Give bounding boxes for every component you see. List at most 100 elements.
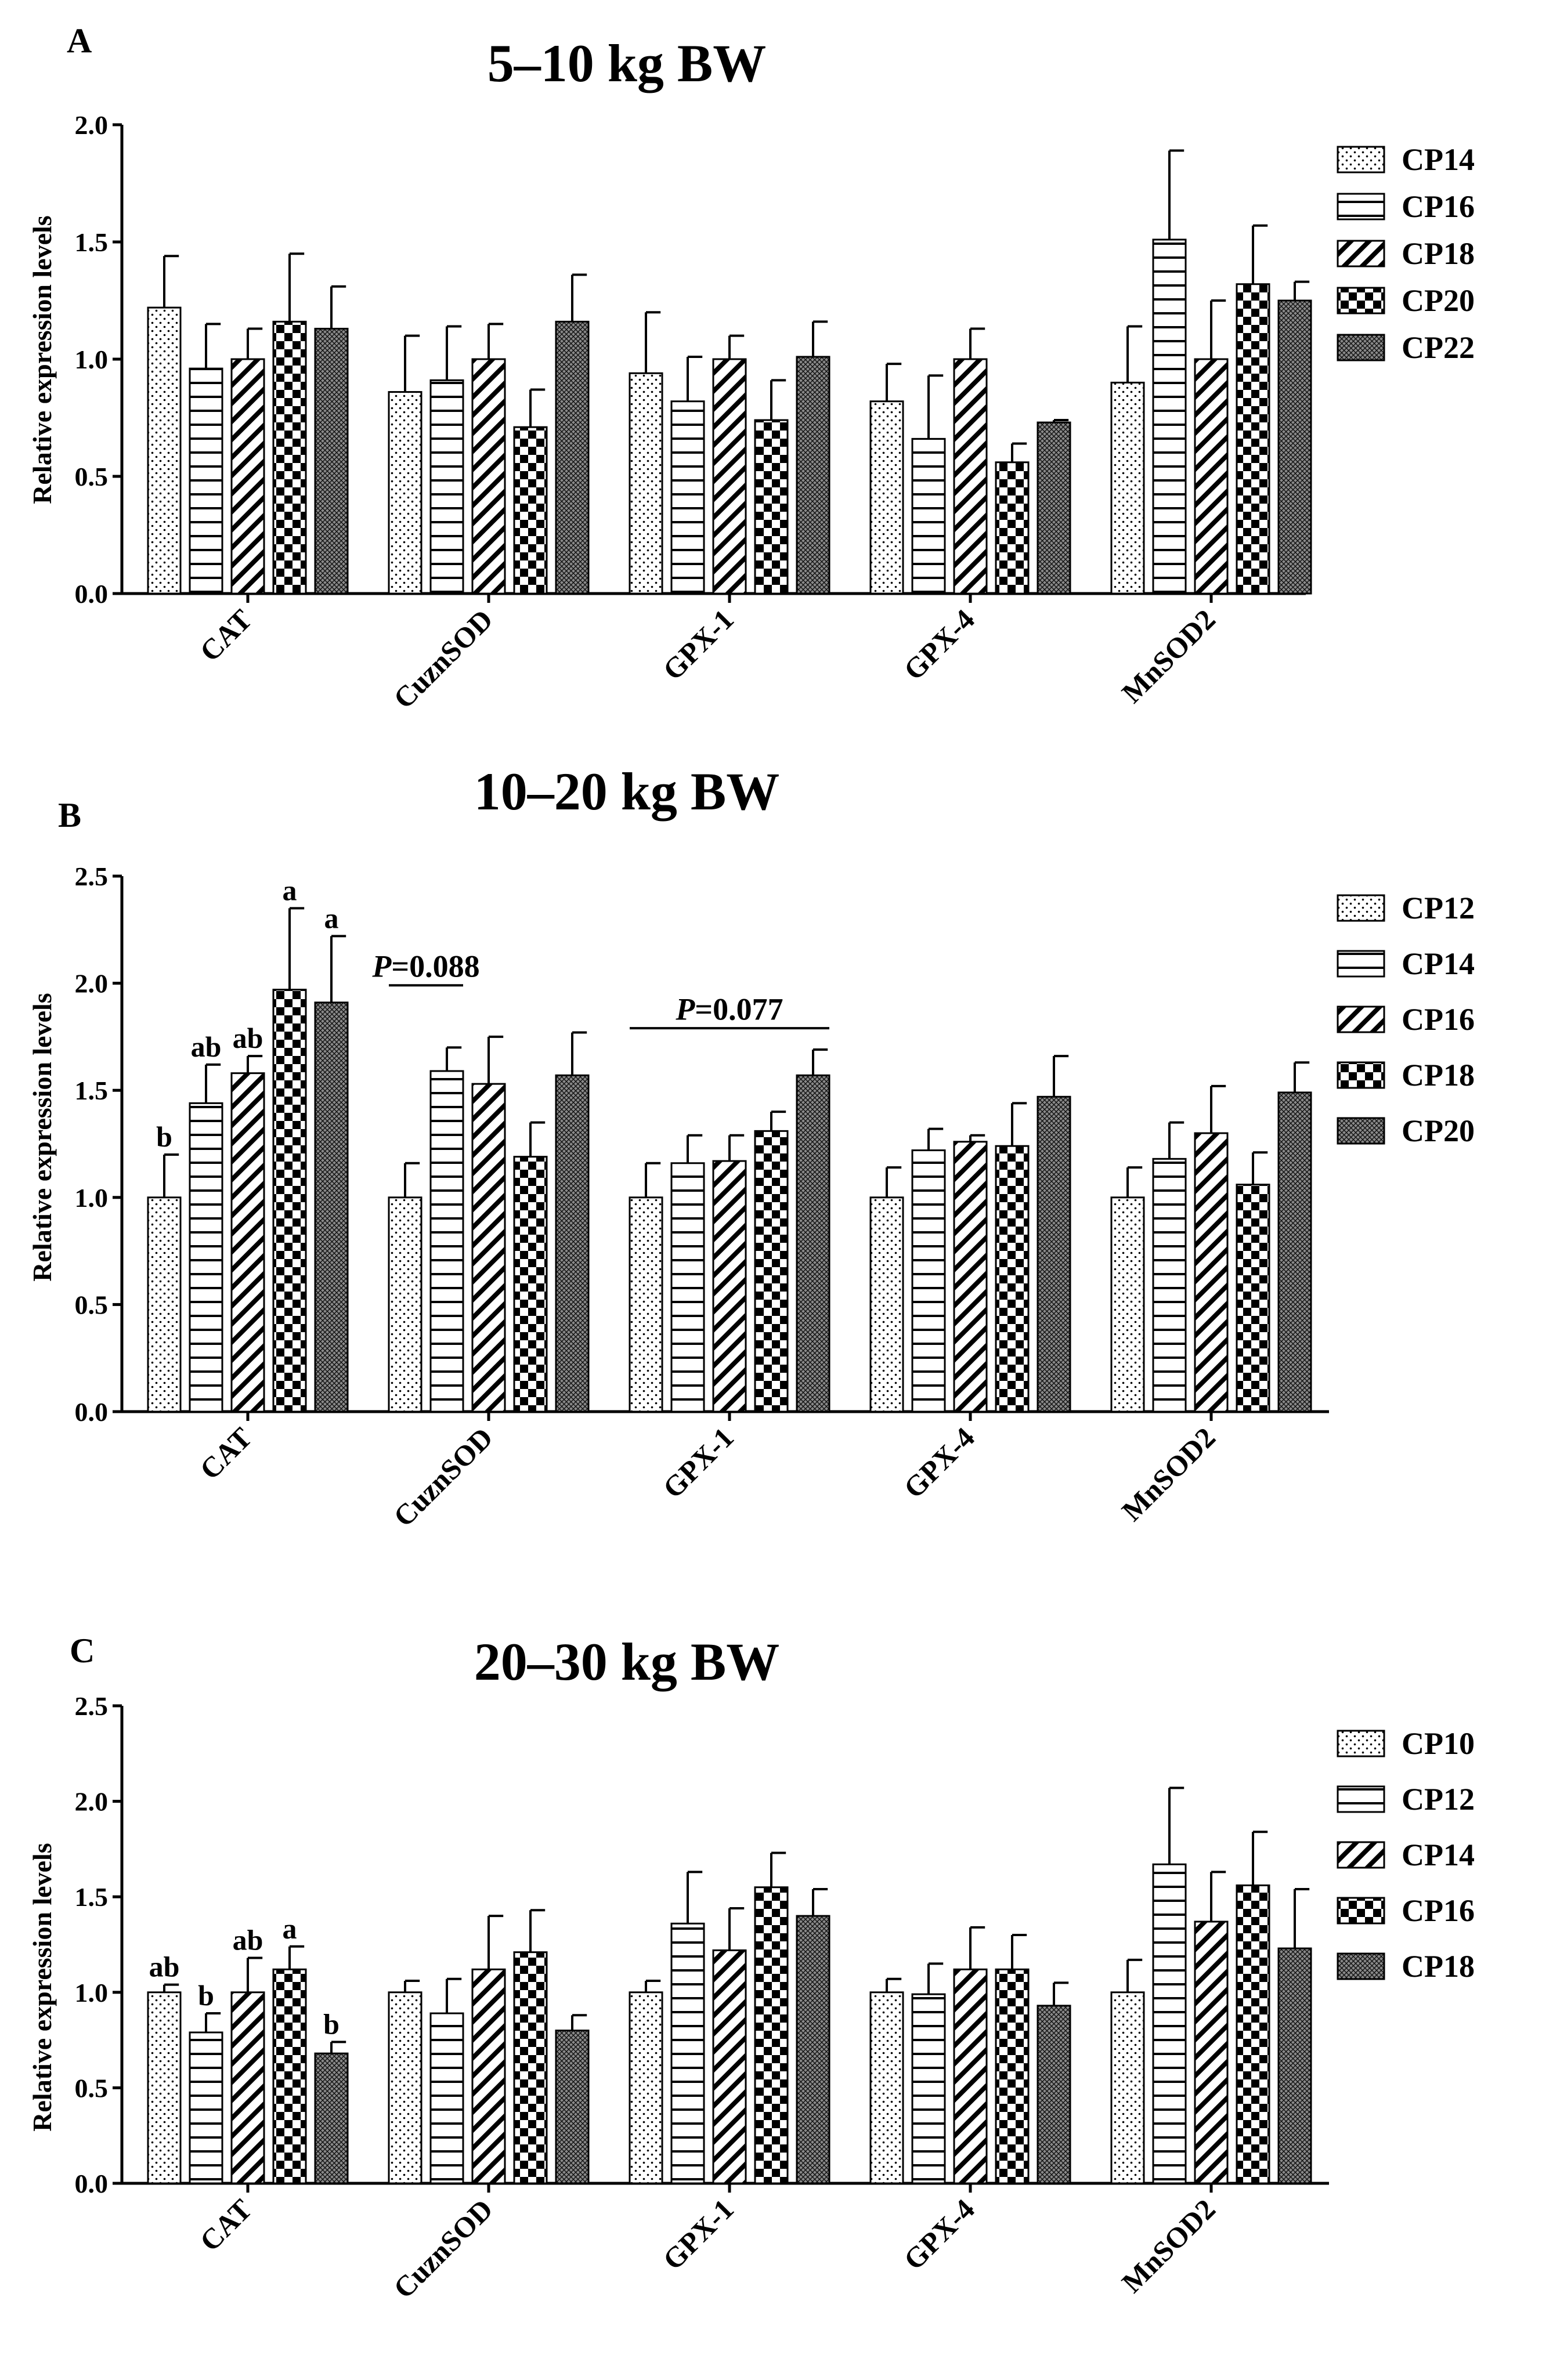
- x-tick-label: MnSOD2: [1115, 603, 1222, 709]
- y-axis-label: Relative expression levels: [27, 993, 57, 1281]
- bar: [429, 1070, 464, 1413]
- bar: [555, 320, 590, 595]
- bar: [629, 1196, 663, 1413]
- chart-title: 20–30 kg BW: [474, 1632, 780, 1691]
- bar: [953, 358, 988, 595]
- significance-label: ab: [233, 1924, 263, 1956]
- y-tick-label: 1.0: [75, 345, 109, 374]
- bar: [953, 1141, 988, 1413]
- bar: [1194, 1920, 1229, 2184]
- y-tick-label: 0.5: [75, 1290, 109, 1319]
- legend-swatch: [1337, 287, 1385, 314]
- bar: [1236, 1884, 1270, 2184]
- legend-label: CP14: [1402, 142, 1475, 177]
- bar: [1152, 1863, 1187, 2184]
- bar: [869, 400, 904, 595]
- y-tick-label: 2.0: [75, 110, 109, 140]
- x-tick-label: MnSOD2: [1115, 2193, 1222, 2299]
- bar: [1152, 238, 1187, 595]
- bar: [1037, 2005, 1071, 2184]
- significance-label: ab: [233, 1022, 263, 1054]
- legend-swatch: [1337, 1730, 1385, 1757]
- y-axis-label: Relative expression levels: [27, 1843, 57, 2131]
- bar: [796, 1074, 830, 1413]
- bar: [272, 1968, 307, 2184]
- chart-marks: 0.0 0.5 1.0 1.5 2.0 CAT CuznSOD GPX-1 GPX-4 MnSOD…: [75, 110, 1312, 715]
- bar: [388, 1196, 422, 1413]
- panel-c: C 20–30 kg BW Relative expression levels…: [27, 1632, 1475, 2305]
- significance-label: b: [198, 1979, 214, 2012]
- legend-swatch: [1337, 1952, 1385, 1980]
- bar: [629, 372, 663, 595]
- y-tick-label: 0.0: [75, 579, 109, 609]
- legend-swatch: [1337, 894, 1385, 922]
- bar: [471, 358, 506, 595]
- bar: [230, 1072, 265, 1413]
- x-tick-label: MnSOD2: [1115, 1421, 1222, 1527]
- bar: [555, 2030, 590, 2184]
- bar: [712, 358, 747, 595]
- bar: [670, 1922, 705, 2184]
- bar: [230, 1991, 265, 2184]
- x-tick-label: CuznSOD: [387, 603, 499, 715]
- bar: [754, 1130, 789, 1413]
- panel-letter: C: [70, 1632, 95, 1670]
- legend-swatch: [1337, 1841, 1385, 1869]
- legend-label: CP22: [1402, 330, 1475, 365]
- bar: [189, 2031, 223, 2184]
- bar: [911, 1993, 946, 2184]
- x-tick-label: GPX-1: [656, 2193, 740, 2276]
- panel-a: A 5–10 kg BW Relative expression levels …: [27, 21, 1475, 715]
- legend-label: CP18: [1402, 1949, 1475, 1984]
- legend-swatch: [1337, 1061, 1385, 1089]
- bar: [429, 379, 464, 595]
- bar: [1110, 381, 1145, 595]
- bar: [1110, 1991, 1145, 2184]
- panel-letter: B: [58, 796, 81, 834]
- y-tick-label: 2.0: [75, 1787, 109, 1817]
- significance-label: ab: [149, 1951, 180, 1983]
- bar: [388, 391, 422, 595]
- bar: [712, 1949, 747, 2184]
- legend-swatch: [1337, 334, 1385, 361]
- legend-label: CP12: [1402, 1782, 1475, 1817]
- bar: [670, 1162, 705, 1413]
- legend: CP10 CP12 CP14 CP16 CP18: [1337, 1726, 1475, 1984]
- legend-label: CP10: [1402, 1726, 1475, 1761]
- legend-label: CP18: [1402, 1058, 1475, 1093]
- bar: [796, 1915, 830, 2184]
- bar: [629, 1991, 663, 2184]
- legend-swatch: [1337, 146, 1385, 173]
- bar: [670, 400, 705, 595]
- bar: [911, 1149, 946, 1413]
- bar: [712, 1160, 747, 1413]
- significance-label: a: [283, 874, 297, 906]
- x-tick-label: CuznSOD: [387, 1421, 499, 1533]
- legend: CP12 CP14 CP16 CP18 CP20: [1337, 891, 1475, 1148]
- legend-swatch: [1337, 1897, 1385, 1925]
- legend-label: CP14: [1402, 946, 1475, 981]
- y-tick-label: 1.5: [75, 227, 109, 257]
- panel-b: B 10–20 kg BW Relative expression levels…: [27, 762, 1475, 1533]
- bar: [555, 1074, 590, 1413]
- legend-swatch: [1337, 1005, 1385, 1033]
- bar: [1037, 1095, 1071, 1413]
- bar: [513, 426, 548, 595]
- significance-label: a: [283, 1912, 297, 1945]
- bar: [796, 356, 830, 595]
- bar: [1194, 1132, 1229, 1413]
- bar: [869, 1991, 904, 2184]
- bar: [1110, 1196, 1145, 1413]
- bar: [388, 1991, 422, 2184]
- bar: [995, 1145, 1030, 1413]
- x-tick-label: CAT: [193, 2193, 258, 2258]
- bar: [314, 2052, 349, 2184]
- significance-label: ab: [191, 1030, 222, 1063]
- legend-swatch: [1337, 950, 1385, 978]
- bar: [911, 437, 946, 595]
- x-tick-label: GPX-4: [897, 603, 981, 686]
- bar: [1236, 283, 1270, 595]
- bar: [147, 1196, 182, 1413]
- y-tick-label: 0.5: [75, 462, 109, 491]
- bar: [1152, 1158, 1187, 1413]
